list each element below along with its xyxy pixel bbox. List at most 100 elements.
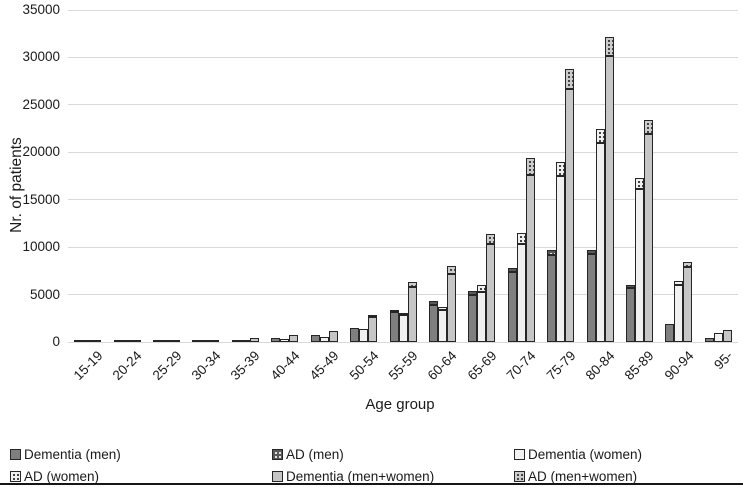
x-tick-label: 25-29 <box>149 348 185 384</box>
bar-dementia-men-women <box>525 175 535 342</box>
x-tick-label: 65-69 <box>464 348 500 384</box>
bar-dementia-men <box>231 339 241 342</box>
bar-dementia-men <box>310 335 320 342</box>
x-axis-title: Age group <box>365 396 435 413</box>
bar-dementia-men-women <box>407 286 417 342</box>
x-tick-label: 60-64 <box>424 348 461 384</box>
y-tick-label: 30000 <box>22 49 60 65</box>
bar-dementia-women <box>122 340 132 342</box>
x-tick-label: 35-39 <box>227 348 263 384</box>
y-tick-label: 35000 <box>22 2 60 17</box>
bar-dementia-men <box>704 338 714 342</box>
legend-item-ad-women: AD (women) <box>10 467 99 485</box>
bar-ad-women <box>437 306 447 311</box>
bar-ad-women <box>674 281 684 285</box>
bar-dementia-women <box>83 340 93 342</box>
legend-item-dementia-women: Dementia (women) <box>514 445 642 463</box>
x-tick-label: 55-59 <box>385 348 421 384</box>
x-tick-label: 50-54 <box>346 348 382 384</box>
y-tick-label: 10000 <box>22 239 60 255</box>
bar-dementia-men-women <box>249 337 259 342</box>
bar-dementia-women <box>319 336 329 342</box>
bar-ad-women <box>634 177 644 189</box>
gridline <box>68 199 738 201</box>
bar-ad-men <box>468 290 478 295</box>
bar-ad-women <box>398 312 408 315</box>
bar-ad-men-women <box>446 266 456 274</box>
ad-men-legend-marker <box>272 448 283 460</box>
plot-area <box>68 9 738 343</box>
ad-women-legend-marker <box>10 470 21 482</box>
gridline <box>68 294 738 296</box>
bar-dementia-men <box>586 253 596 342</box>
x-tick-label: 95- <box>711 348 736 373</box>
bar-dementia-men <box>507 271 517 342</box>
bar-dementia-men <box>428 305 438 342</box>
bar-dementia-women <box>437 310 447 342</box>
bar-dementia-men <box>625 287 635 342</box>
gridline <box>68 9 738 11</box>
dementia-men-legend-marker <box>10 448 21 460</box>
bar-dementia-men <box>547 254 557 342</box>
x-tick-label: 70-74 <box>503 348 539 384</box>
bar-dementia-men <box>113 340 123 342</box>
bar-ad-men-women <box>604 36 614 56</box>
legend-label: Dementia (women) <box>528 446 643 462</box>
bar-dementia-men-women <box>565 88 575 342</box>
x-tick-label: 15-19 <box>70 348 106 384</box>
bar-dementia-women <box>595 142 605 342</box>
bar-ad-men-women <box>407 282 417 287</box>
bar-ad-men-women <box>486 233 496 244</box>
bar-dementia-women <box>516 244 526 342</box>
legend-item-dementia-men: Dementia (men) <box>10 445 121 463</box>
bar-dementia-men <box>192 340 202 342</box>
bar-dementia-men <box>389 312 399 342</box>
gridline <box>68 341 738 343</box>
gridline <box>68 151 738 153</box>
legend-item-dementia-men-women: Dementia (men+women) <box>272 467 434 485</box>
bar-dementia-men-women <box>604 55 614 342</box>
bar-dementia-men-women <box>368 316 378 342</box>
bar-dementia-men <box>74 340 84 342</box>
bar-dementia-men-women <box>210 340 220 342</box>
bar-ad-men-women <box>525 158 535 176</box>
bar-dementia-men-women <box>486 243 496 342</box>
bar-ad-men <box>586 250 596 254</box>
bar-dementia-women <box>556 176 566 342</box>
x-tick-label: 40-44 <box>267 348 303 384</box>
legend-item-ad-men: AD (men) <box>272 445 344 463</box>
bar-ad-women <box>516 232 526 245</box>
bar-dementia-women <box>398 314 408 342</box>
dementia-women-legend-marker <box>514 448 525 460</box>
bar-dementia-men <box>665 324 675 342</box>
gridline <box>68 104 738 106</box>
bar-ad-women <box>556 161 566 177</box>
x-tick-label: 85-89 <box>622 348 658 384</box>
bar-ad-women <box>595 128 605 143</box>
figure-bottom-rule <box>0 483 743 485</box>
dementia-men-women-legend-marker <box>272 470 283 482</box>
legend-label: AD (men+women) <box>528 468 638 484</box>
legend-label: Dementia (men) <box>24 446 121 462</box>
bar-ad-men <box>389 309 399 313</box>
bar-dementia-men-women <box>328 330 338 342</box>
bar-ad-women <box>477 285 487 293</box>
gridline <box>68 246 738 248</box>
bar-dementia-men-women <box>722 329 732 342</box>
bar-dementia-men-women <box>171 340 181 342</box>
bar-dementia-women <box>359 329 369 342</box>
bar-ad-men-women <box>643 120 653 134</box>
y-tick-label: 5000 <box>29 286 60 302</box>
x-tick-label: 75-79 <box>543 348 579 384</box>
bar-dementia-men-women <box>683 267 693 342</box>
ad-men-women-legend-marker <box>514 470 525 482</box>
x-tick-label: 20-24 <box>109 348 145 384</box>
y-tick-label: 25000 <box>22 96 60 112</box>
bar-dementia-men <box>153 340 163 342</box>
bar-dementia-men-women <box>92 340 102 342</box>
bar-ad-men <box>625 285 635 288</box>
bar-dementia-women <box>634 188 644 342</box>
bar-dementia-women <box>201 340 211 342</box>
bar-dementia-men-women <box>446 273 456 342</box>
